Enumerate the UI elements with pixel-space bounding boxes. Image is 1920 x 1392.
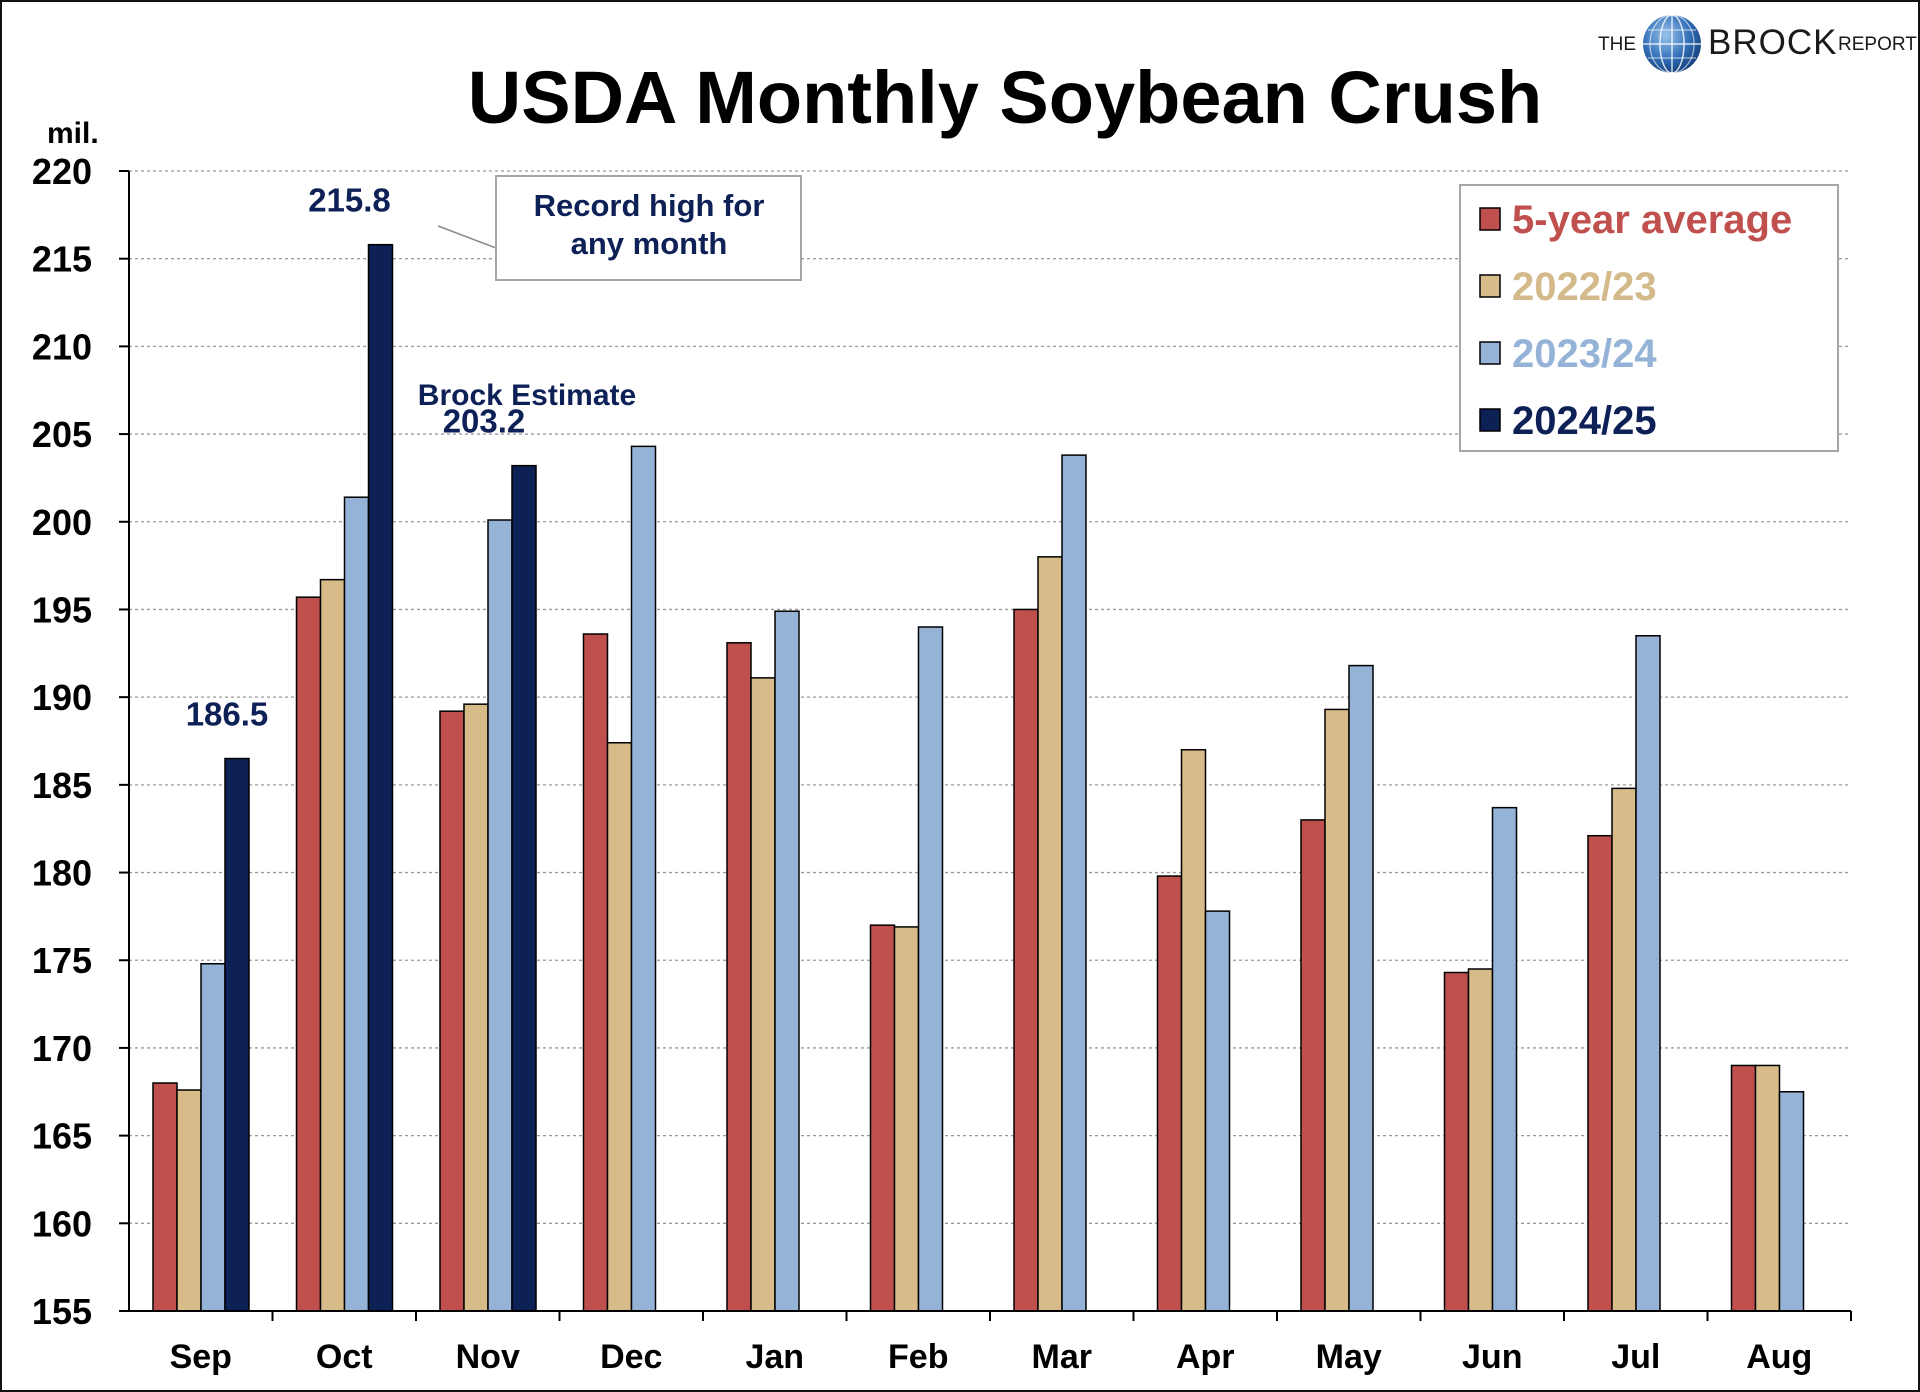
data-label: 203.2 <box>443 403 526 440</box>
y-tick-labels: 155 160 165 170 175 180 185 190 195 200 205 210 215 2… <box>32 151 92 1332</box>
x-tick-label: Jan <box>745 1338 804 1376</box>
brock-estimate-label: Brock Estimate <box>418 379 636 412</box>
x-tick-label: May <box>1316 1338 1382 1376</box>
legend-label: 2022/23 <box>1512 265 1657 309</box>
logo-report-text: REPORT <box>1838 34 1917 55</box>
y-tick-label: 205 <box>32 414 92 455</box>
bar-oct-2023-24 <box>343 496 370 1312</box>
x-tick-label: Jul <box>1611 1338 1660 1376</box>
x-tick-label: Jun <box>1462 1338 1522 1376</box>
y-tick-label: 215 <box>32 239 92 280</box>
legend-box <box>1459 184 1839 452</box>
bar-may-5-year-average <box>1300 819 1326 1312</box>
data-label: 215.8 <box>308 182 391 219</box>
bar-nov-2024-25 <box>511 464 537 1312</box>
y-tick-label: 200 <box>32 502 92 543</box>
bar-oct-2022-23 <box>319 578 346 1312</box>
y-tick-label: 175 <box>32 940 92 981</box>
bar-jan-2023-24 <box>774 610 800 1312</box>
bar-jul-5-year-average <box>1587 834 1613 1312</box>
bar-feb-2022-23 <box>893 926 920 1312</box>
bar-feb-5-year-average <box>869 924 896 1312</box>
x-tick-label: Dec <box>600 1338 662 1376</box>
data-labels: 186.5 215.8 203.2 <box>186 182 526 733</box>
bar-mar-5-year-average <box>1013 608 1039 1312</box>
x-tick-label: Aug <box>1746 1338 1812 1376</box>
bar-dec-2022-23 <box>606 742 633 1312</box>
globe-icon <box>1643 14 1701 74</box>
legend-swatch <box>1479 341 1501 365</box>
data-label: 186.5 <box>186 696 269 733</box>
bar-apr-2023-24 <box>1204 910 1231 1312</box>
bar-aug-2022-23 <box>1754 1064 1781 1312</box>
bar-jul-2022-23 <box>1611 787 1637 1312</box>
bar-jan-5-year-average <box>726 642 752 1312</box>
legend-swatch <box>1479 408 1501 432</box>
bar-apr-5-year-average <box>1156 875 1183 1312</box>
record-callout-line1: Record high for <box>534 188 765 223</box>
x-tick-label: Oct <box>316 1338 373 1376</box>
legend-label: 2023/24 <box>1512 332 1657 376</box>
x-tick-label: Apr <box>1176 1338 1235 1376</box>
legend-label: 5-year average <box>1512 198 1792 242</box>
bar-sep-5-year-average <box>152 1082 178 1312</box>
bar-sep-2022-23 <box>176 1089 202 1312</box>
y-tick-label: 185 <box>32 765 92 806</box>
y-axis-unit-label: mil. <box>47 117 99 150</box>
legend-swatch <box>1479 207 1501 231</box>
bar-jun-2023-24 <box>1491 806 1518 1312</box>
y-tick-label: 180 <box>32 853 92 894</box>
y-tick-label: 170 <box>32 1028 92 1069</box>
bar-may-2023-24 <box>1348 664 1374 1312</box>
x-tick-label: Mar <box>1032 1338 1092 1376</box>
y-tick-label: 165 <box>32 1116 92 1157</box>
record-callout-line <box>437 225 497 249</box>
bar-apr-2022-23 <box>1180 749 1207 1312</box>
bar-nov-5-year-average <box>439 710 465 1312</box>
bar-oct-2024-25 <box>367 243 394 1312</box>
logo-brock-text: BROCK <box>1708 23 1838 62</box>
bar-mar-2023-24 <box>1061 454 1087 1312</box>
legend-label: 2024/25 <box>1512 399 1657 443</box>
bar-sep-2023-24 <box>200 962 226 1312</box>
bar-may-2022-23 <box>1324 708 1350 1312</box>
legend: 5-year average 2022/23 2023/24 2024/25 <box>1459 184 1839 452</box>
bar-sep-2024-25 <box>224 757 250 1312</box>
logo-the-text: THE <box>1598 34 1636 55</box>
y-tick-label: 190 <box>32 677 92 718</box>
bar-jun-5-year-average <box>1443 971 1470 1312</box>
x-tick-label: Nov <box>456 1338 520 1376</box>
y-tick-label: 220 <box>32 151 92 192</box>
y-tick-label: 210 <box>32 326 92 367</box>
bar-mar-2022-23 <box>1037 556 1063 1312</box>
record-annotation: Record high for any month <box>437 175 802 281</box>
record-callout-box <box>495 175 802 281</box>
bar-dec-2023-24 <box>630 445 657 1312</box>
bar-dec-5-year-average <box>582 633 609 1312</box>
y-tick-label: 160 <box>32 1203 92 1244</box>
brock-report-logo: THE BROCK REPORT <box>1598 12 1917 76</box>
record-callout-line2: any month <box>571 226 728 261</box>
x-tick-label: Feb <box>888 1338 948 1376</box>
bar-nov-2023-24 <box>487 519 513 1312</box>
bars <box>152 243 1805 1312</box>
bar-jan-2022-23 <box>750 677 776 1312</box>
x-tick-label: Sep <box>170 1338 232 1376</box>
legend-swatch <box>1479 274 1501 298</box>
bar-feb-2023-24 <box>917 626 944 1312</box>
bar-jul-2023-24 <box>1635 635 1661 1312</box>
bar-nov-2022-23 <box>463 703 489 1312</box>
bar-aug-5-year-average <box>1730 1064 1757 1312</box>
chart-title: USDA Monthly Soybean Crush <box>468 56 1542 139</box>
x-tick-labels: Sep Oct Nov Dec Jan Feb Mar Apr May Jun Jul Aug <box>170 1311 1852 1376</box>
bar-oct-5-year-average <box>295 596 322 1312</box>
bar-aug-2023-24 <box>1778 1091 1805 1312</box>
y-tick-label: 195 <box>32 589 92 630</box>
bar-jun-2022-23 <box>1467 968 1494 1312</box>
y-tick-label: 155 <box>32 1291 92 1332</box>
